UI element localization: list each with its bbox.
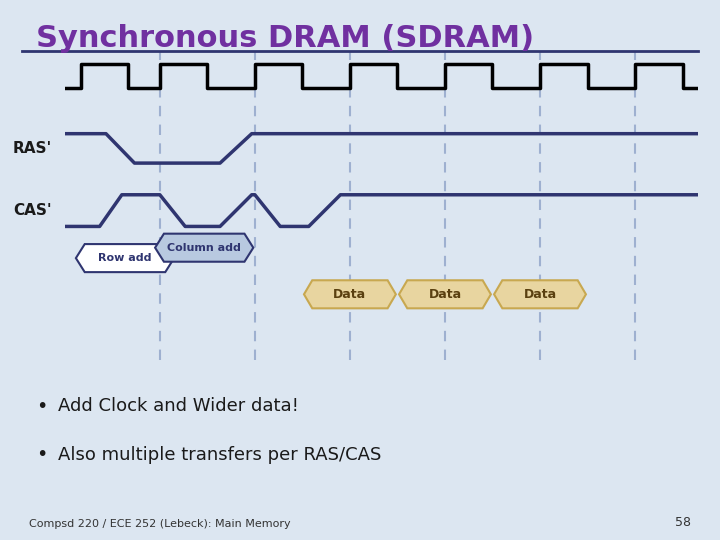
Polygon shape <box>155 234 253 262</box>
Polygon shape <box>304 280 396 308</box>
Text: •: • <box>36 446 48 464</box>
Polygon shape <box>399 280 491 308</box>
Text: Data: Data <box>333 288 366 301</box>
Polygon shape <box>76 244 174 272</box>
Text: Synchronous DRAM (SDRAM): Synchronous DRAM (SDRAM) <box>36 24 534 53</box>
Text: CAS': CAS' <box>14 203 52 218</box>
Text: Column add: Column add <box>167 242 241 253</box>
Polygon shape <box>494 280 586 308</box>
Text: RAS': RAS' <box>13 141 52 156</box>
Text: Row add: Row add <box>98 253 152 263</box>
Text: Data: Data <box>523 288 557 301</box>
Text: Add Clock and Wider data!: Add Clock and Wider data! <box>58 397 299 415</box>
Text: Compsd 220 / ECE 252 (Lebeck): Main Memory: Compsd 220 / ECE 252 (Lebeck): Main Memo… <box>29 519 290 529</box>
Text: Data: Data <box>428 288 462 301</box>
Text: Also multiple transfers per RAS/CAS: Also multiple transfers per RAS/CAS <box>58 446 381 463</box>
Text: •: • <box>36 397 48 416</box>
Text: 58: 58 <box>675 516 691 529</box>
